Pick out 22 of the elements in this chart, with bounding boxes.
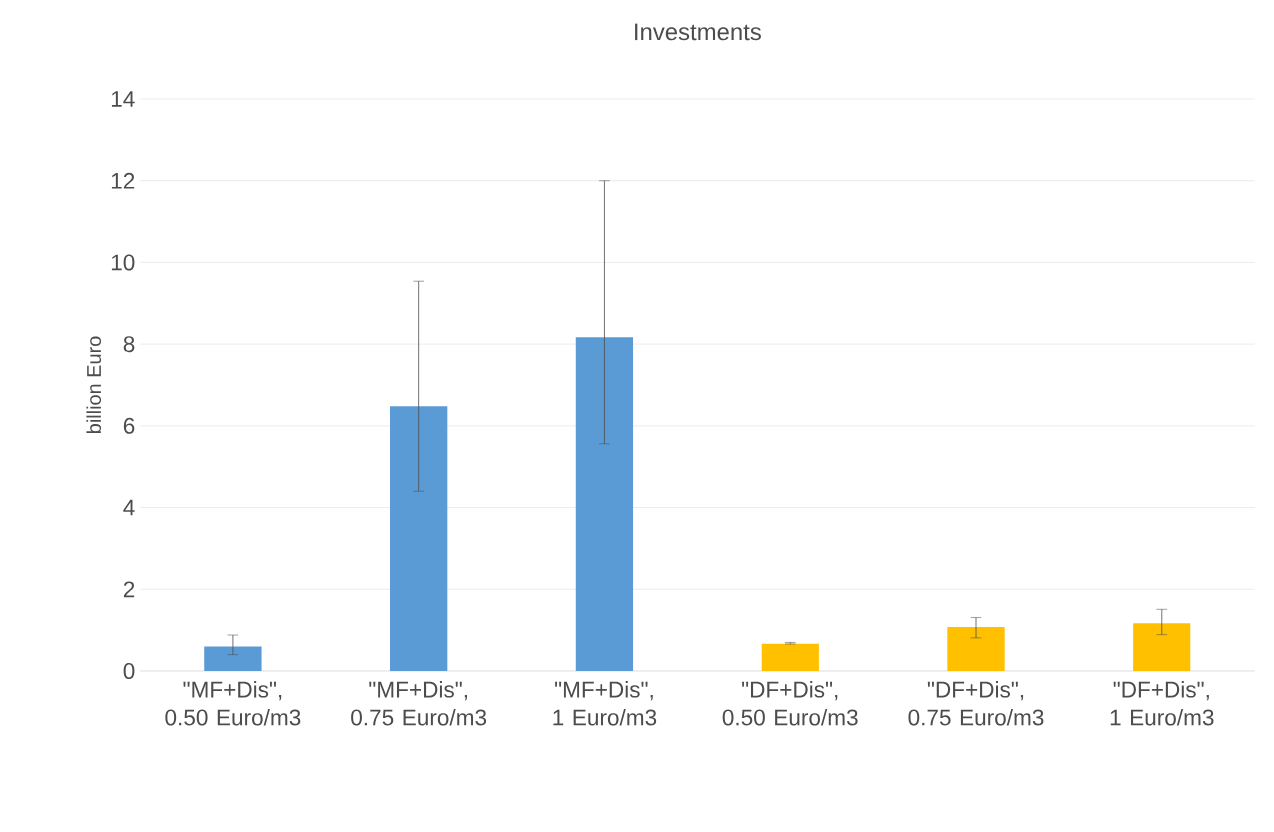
x-tick-label: "DF+Dis", 0.75 Euro/m3 — [908, 681, 1044, 726]
bar — [575, 337, 634, 671]
x-tick-label: "DF+Dis", 0.50 Euro/m3 — [722, 681, 858, 726]
x-tick-label: "MF+Dis", 1 Euro/m3 — [553, 681, 657, 726]
y-tick-label: 10 — [111, 254, 135, 271]
chart-title: Investments — [635, 23, 761, 41]
bar — [204, 646, 262, 671]
x-tick-label: "MF+Dis", 0.75 Euro/m3 — [351, 681, 487, 726]
bar — [390, 406, 448, 671]
x-tick-label: "MF+Dis", 0.50 Euro/m3 — [165, 681, 301, 726]
bar — [947, 626, 1005, 671]
y-tick-label: 0 — [123, 663, 135, 679]
y-tick-label: 4 — [123, 499, 135, 516]
bar — [1133, 623, 1191, 671]
y-tick-label: 12 — [111, 172, 135, 189]
y-tick-label: 2 — [123, 581, 135, 598]
y-tick-label: 6 — [123, 417, 135, 434]
x-tick-label: "DF+Dis", 1 Euro/m3 — [1110, 681, 1214, 726]
bar — [761, 643, 819, 671]
y-axis-title: billion Euro — [86, 336, 102, 433]
y-tick-label: 14 — [111, 91, 135, 107]
y-tick-label: 8 — [123, 336, 135, 353]
